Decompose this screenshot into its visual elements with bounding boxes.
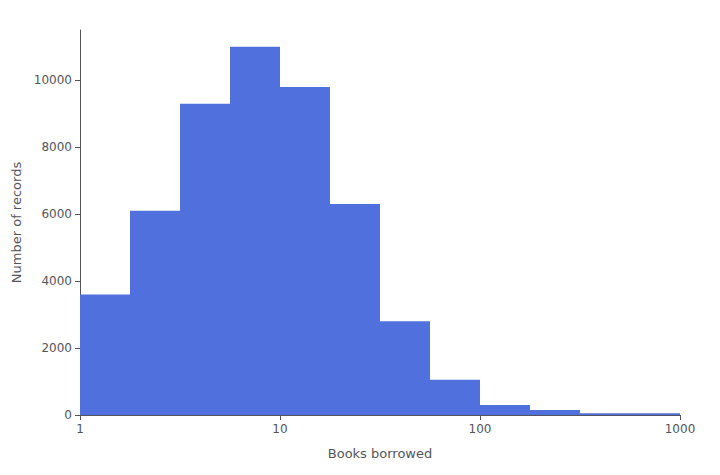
svg-text:10: 10: [272, 422, 287, 436]
svg-text:Books borrowed: Books borrowed: [328, 446, 432, 461]
svg-text:6000: 6000: [41, 207, 72, 221]
svg-text:10000: 10000: [34, 73, 72, 87]
svg-text:4000: 4000: [41, 274, 72, 288]
svg-text:1: 1: [76, 422, 84, 436]
svg-text:8000: 8000: [41, 140, 72, 154]
svg-text:2000: 2000: [41, 341, 72, 355]
svg-text:Number of records: Number of records: [9, 162, 24, 284]
svg-text:1000: 1000: [665, 422, 696, 436]
svg-text:0: 0: [64, 408, 72, 422]
svg-text:100: 100: [469, 422, 492, 436]
